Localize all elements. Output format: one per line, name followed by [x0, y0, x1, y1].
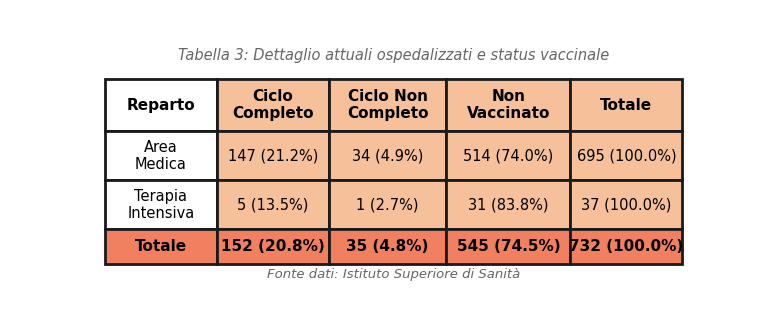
Text: 31 (83.8%): 31 (83.8%)	[468, 197, 548, 213]
Text: Reparto: Reparto	[127, 98, 195, 113]
Text: 35 (4.8%): 35 (4.8%)	[346, 239, 429, 254]
Text: Terapia
Intensiva: Terapia Intensiva	[127, 189, 194, 221]
Bar	[217, 132, 329, 181]
Bar	[571, 181, 682, 229]
Bar	[446, 79, 571, 132]
Text: Non
Vaccinato: Non Vaccinato	[467, 89, 550, 121]
Bar	[571, 132, 682, 181]
Bar	[446, 181, 571, 229]
Text: 147 (21.2%): 147 (21.2%)	[227, 148, 318, 164]
Text: 37 (100.0%): 37 (100.0%)	[581, 197, 671, 213]
Text: 545 (74.5%): 545 (74.5%)	[457, 239, 561, 254]
Bar	[105, 79, 217, 132]
Bar	[217, 79, 329, 132]
Text: 732 (100.0%): 732 (100.0%)	[569, 239, 684, 254]
Bar	[571, 229, 682, 264]
Bar	[446, 132, 571, 181]
Bar	[105, 229, 217, 264]
Text: 34 (4.9%): 34 (4.9%)	[352, 148, 423, 164]
Text: 695 (100.0%): 695 (100.0%)	[577, 148, 676, 164]
Text: Ciclo
Completo: Ciclo Completo	[232, 89, 313, 121]
Bar	[105, 132, 217, 181]
Text: 1 (2.7%): 1 (2.7%)	[356, 197, 419, 213]
Bar	[571, 79, 682, 132]
Bar	[446, 229, 571, 264]
Text: Tabella 3: Dettaglio attuali ospedalizzati e status vaccinale: Tabella 3: Dettaglio attuali ospedalizza…	[178, 48, 609, 63]
Text: 5 (13.5%): 5 (13.5%)	[237, 197, 309, 213]
Bar	[329, 229, 446, 264]
Bar	[217, 181, 329, 229]
Text: 152 (20.8%): 152 (20.8%)	[221, 239, 325, 254]
Bar	[329, 132, 446, 181]
Text: Area
Medica: Area Medica	[135, 140, 187, 172]
Text: Totale: Totale	[601, 98, 652, 113]
Text: Totale: Totale	[135, 239, 187, 254]
Bar	[217, 229, 329, 264]
Bar	[105, 181, 217, 229]
Bar	[329, 181, 446, 229]
Text: Ciclo Non
Completo: Ciclo Non Completo	[347, 89, 429, 121]
Text: Fonte dati: Istituto Superiore di Sanità: Fonte dati: Istituto Superiore di Sanità	[267, 268, 520, 281]
Text: 514 (74.0%): 514 (74.0%)	[463, 148, 554, 164]
Bar	[329, 79, 446, 132]
